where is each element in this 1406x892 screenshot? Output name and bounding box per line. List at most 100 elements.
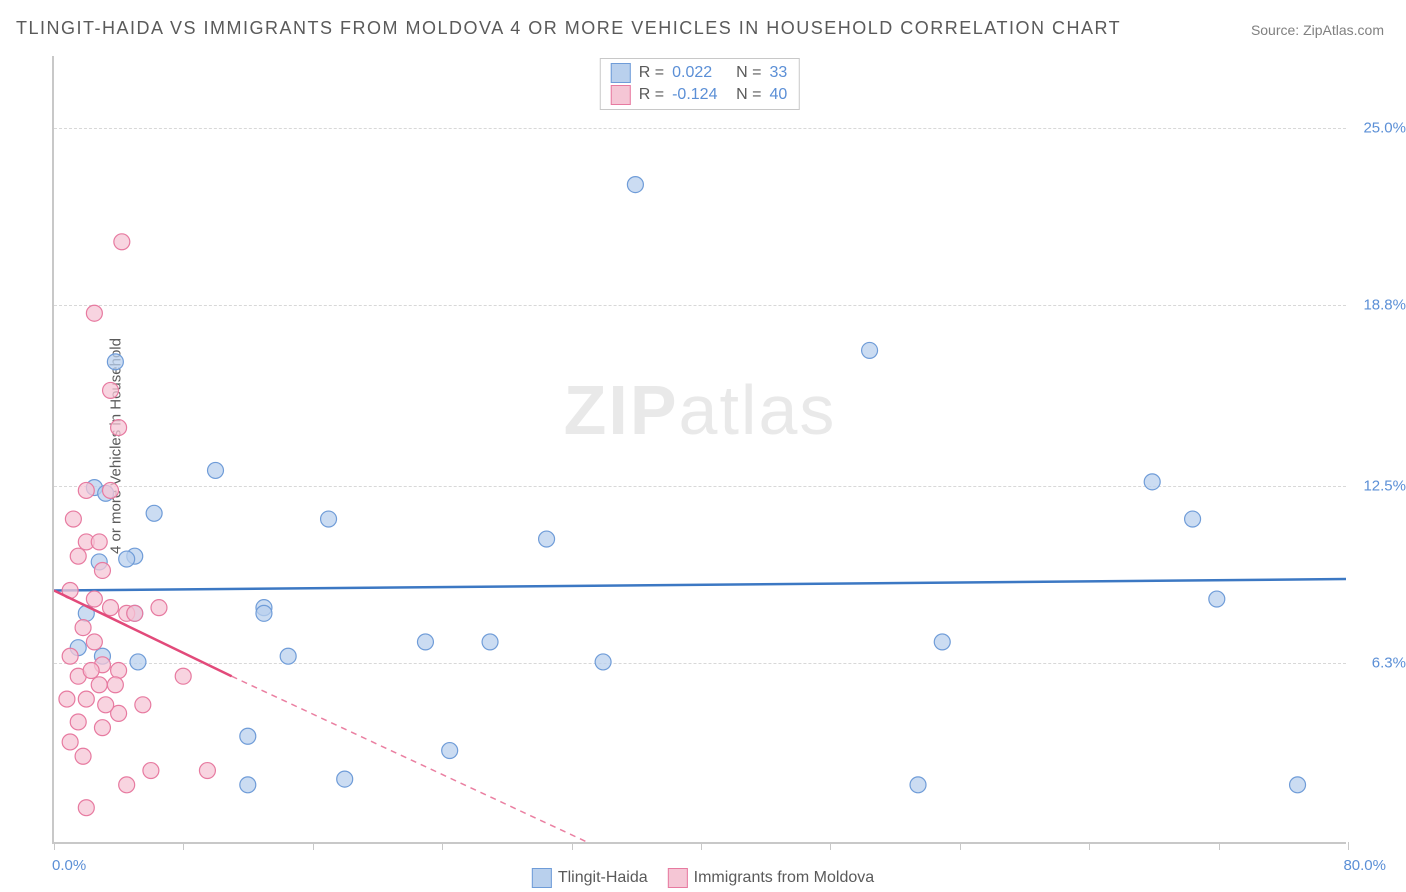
x-tick (830, 842, 831, 850)
data-point (75, 748, 91, 764)
trend-line-extrapolated (232, 676, 587, 842)
data-point (86, 634, 102, 650)
data-point (1185, 511, 1201, 527)
data-point (240, 777, 256, 793)
data-point (1290, 777, 1306, 793)
data-point (130, 654, 146, 670)
trend-line (54, 579, 1346, 590)
legend-item: Tlingit-Haida (532, 868, 648, 888)
chart-source: Source: ZipAtlas.com (1251, 22, 1384, 38)
y-tick-label: 12.5% (1351, 477, 1406, 494)
data-point (175, 668, 191, 684)
x-tick (1089, 842, 1090, 850)
data-point (119, 777, 135, 793)
data-point (862, 342, 878, 358)
data-point (91, 534, 107, 550)
data-point (83, 663, 99, 679)
data-point (240, 728, 256, 744)
data-point (98, 697, 114, 713)
data-point (595, 654, 611, 670)
data-point (86, 305, 102, 321)
y-tick-label: 18.8% (1351, 297, 1406, 314)
data-point (103, 382, 119, 398)
data-point (280, 648, 296, 664)
scatter-svg (54, 56, 1346, 842)
data-point (135, 697, 151, 713)
data-point (78, 691, 94, 707)
data-point (417, 634, 433, 650)
x-tick (960, 842, 961, 850)
x-axis-min-label: 0.0% (52, 857, 86, 874)
n-value: 40 (769, 86, 787, 104)
data-point (127, 605, 143, 621)
x-axis-max-label: 80.0% (1343, 857, 1386, 874)
data-point (62, 648, 78, 664)
data-point (539, 531, 555, 547)
data-point (482, 634, 498, 650)
chart-title: TLINGIT-HAIDA VS IMMIGRANTS FROM MOLDOVA… (16, 18, 1121, 39)
x-tick (1348, 842, 1349, 850)
data-point (146, 505, 162, 521)
legend-stats: R = 0.022 N = 33 R = -0.124 N = 40 (600, 58, 800, 110)
legend-swatch (668, 868, 688, 888)
legend-stat-row: R = 0.022 N = 33 (611, 62, 787, 84)
data-point (75, 620, 91, 636)
data-point (934, 634, 950, 650)
data-point (321, 511, 337, 527)
x-tick (54, 842, 55, 850)
legend-item: Immigrants from Moldova (668, 868, 875, 888)
r-value: -0.124 (672, 86, 722, 104)
data-point (78, 800, 94, 816)
x-tick (313, 842, 314, 850)
data-point (107, 354, 123, 370)
data-point (103, 600, 119, 616)
x-tick (1219, 842, 1220, 850)
data-point (70, 714, 86, 730)
r-label: R = (639, 86, 664, 104)
data-point (91, 677, 107, 693)
r-value: 0.022 (672, 64, 722, 82)
data-point (208, 462, 224, 478)
data-point (119, 551, 135, 567)
legend-swatch (611, 85, 631, 105)
data-point (59, 691, 75, 707)
y-tick-label: 25.0% (1351, 119, 1406, 136)
data-point (94, 720, 110, 736)
x-tick (183, 842, 184, 850)
data-point (65, 511, 81, 527)
legend-label: Tlingit-Haida (558, 869, 648, 887)
data-point (256, 605, 272, 621)
data-point (910, 777, 926, 793)
data-point (442, 743, 458, 759)
data-point (111, 420, 127, 436)
data-point (1144, 474, 1160, 490)
data-point (94, 562, 110, 578)
y-tick-label: 6.3% (1351, 655, 1406, 672)
x-tick (572, 842, 573, 850)
x-tick (701, 842, 702, 850)
legend-swatch (532, 868, 552, 888)
legend-label: Immigrants from Moldova (694, 869, 875, 887)
data-point (143, 763, 159, 779)
legend-swatch (611, 63, 631, 83)
data-point (1209, 591, 1225, 607)
data-point (107, 677, 123, 693)
data-point (337, 771, 353, 787)
n-value: 33 (769, 64, 787, 82)
data-point (199, 763, 215, 779)
data-point (151, 600, 167, 616)
r-label: R = (639, 64, 664, 82)
data-point (114, 234, 130, 250)
n-label: N = (736, 64, 761, 82)
data-point (111, 663, 127, 679)
data-point (86, 591, 102, 607)
chart-plot-area: ZIPatlas R = 0.022 N = 33 R = -0.124 N =… (52, 56, 1346, 844)
legend-stat-row: R = -0.124 N = 40 (611, 84, 787, 106)
data-point (62, 734, 78, 750)
data-point (627, 177, 643, 193)
data-point (103, 482, 119, 498)
data-point (78, 482, 94, 498)
x-tick (442, 842, 443, 850)
n-label: N = (736, 86, 761, 104)
legend-series: Tlingit-Haida Immigrants from Moldova (532, 868, 874, 888)
